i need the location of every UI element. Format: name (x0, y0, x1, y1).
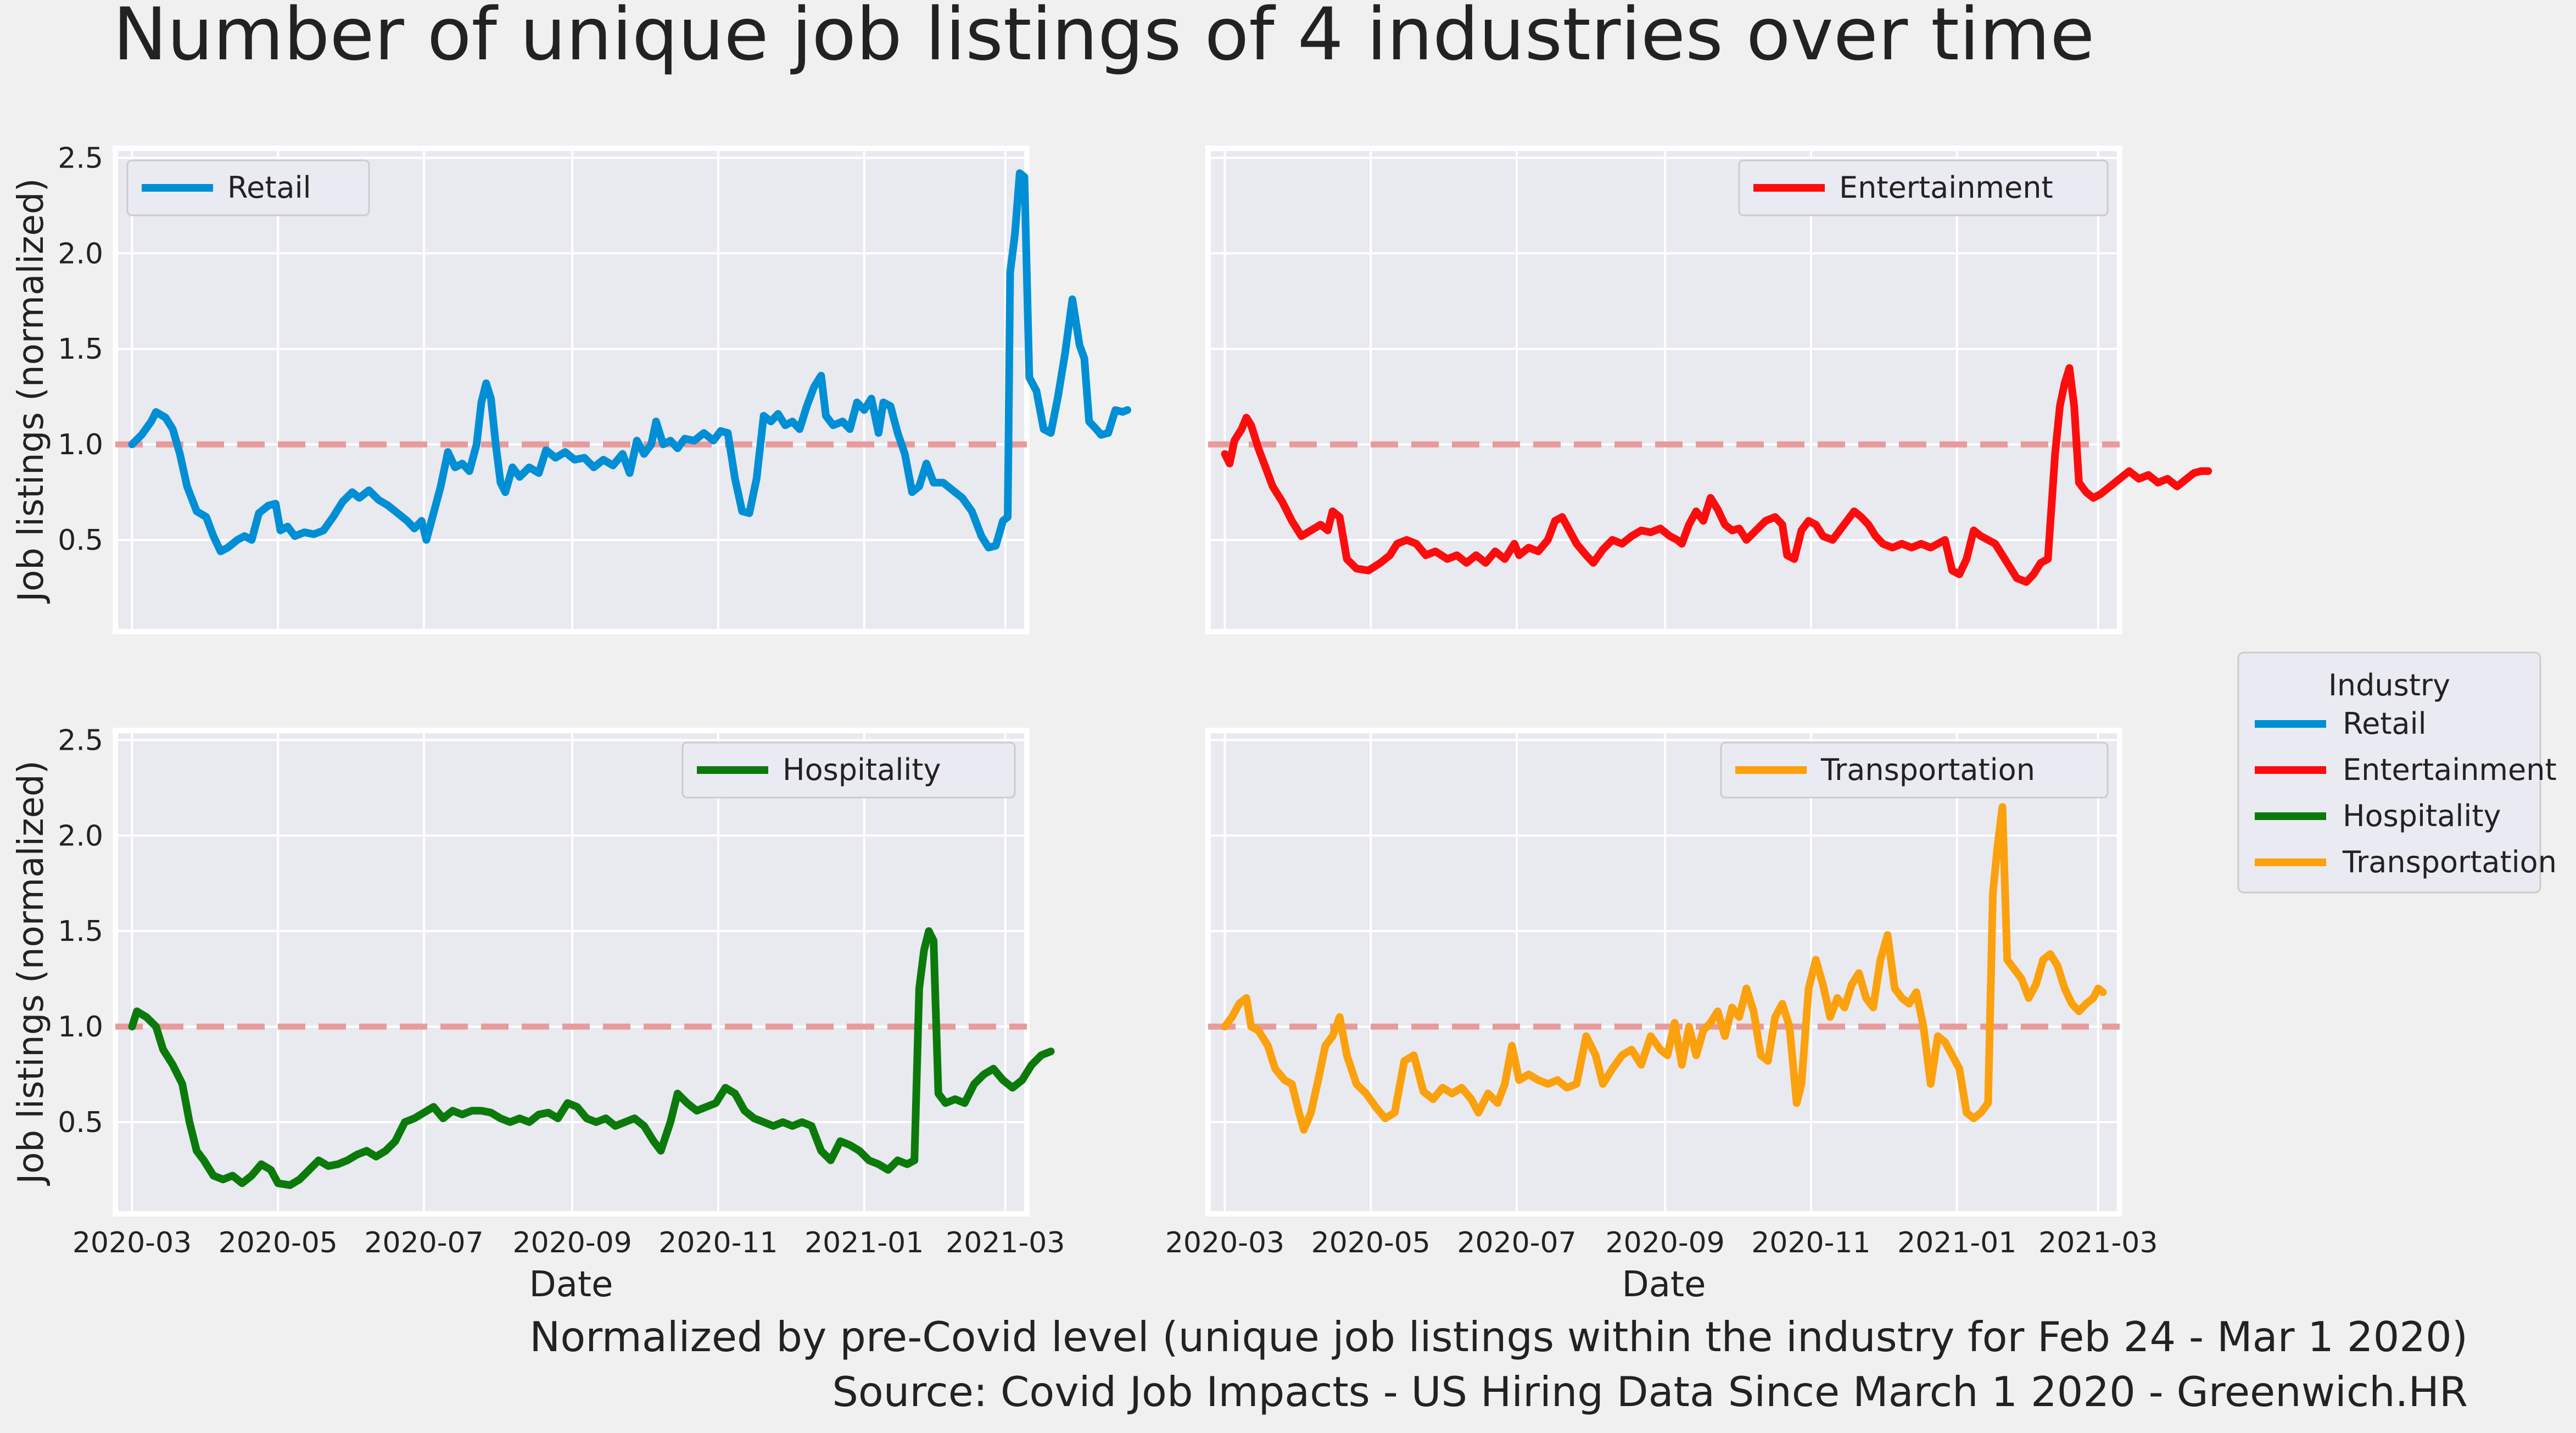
legend-label: Hospitality (783, 752, 941, 787)
y-tick-label: 2.0 (58, 819, 103, 852)
figure-legend-title: Industry (2328, 668, 2450, 702)
panel-legend-retail: Retail (126, 159, 370, 216)
panel-transportation: 2020-03 2020-05 2020-07 2020-09 2020-11 2021-… (1165, 728, 2158, 1305)
x-axis-label: Date (529, 1264, 613, 1305)
figure-legend-label: Hospitality (2343, 799, 2501, 833)
x-tick-label: 2020-11 (1751, 1226, 1870, 1259)
footnote-line-1: Normalized by pre-Covid level (unique jo… (529, 1313, 2468, 1361)
y-axis-label: Job listings (normalized) (11, 760, 52, 1186)
legend-box (1738, 159, 2109, 216)
plot-area (1205, 728, 2122, 1217)
x-tick-label: 2021-03 (946, 1226, 1065, 1259)
legend-label: Retail (227, 170, 311, 205)
y-tick-label: 2.0 (58, 237, 103, 270)
y-axis-label: Job listings (normalized) (11, 178, 52, 604)
series-line-transportation (1221, 803, 2107, 1134)
x-tick-label: 2021-03 (2038, 1226, 2158, 1259)
x-tick-label: 2021-01 (804, 1226, 924, 1259)
x-tick-label: 2020-07 (364, 1226, 483, 1259)
y-tick-label: 2.5 (58, 724, 103, 757)
legend-box (126, 159, 370, 216)
x-tick-label: 2020-09 (513, 1226, 632, 1259)
figure-legend: Industry Retail Entertainment Hospitality Tr… (2237, 651, 2557, 894)
y-tick-label: 1.0 (58, 1011, 103, 1044)
figure-legend-label: Entertainment (2343, 752, 2557, 787)
figure-legend-label: Retail (2343, 706, 2427, 741)
x-axis-label: Date (1622, 1264, 1706, 1305)
plot-area (113, 728, 1030, 1217)
x-tick-label: 2020-05 (219, 1226, 338, 1259)
y-tick-label: 1.5 (58, 333, 103, 366)
plot-area (113, 146, 1030, 634)
legend-box (681, 741, 1016, 799)
x-tick-label: 2020-11 (658, 1226, 778, 1259)
x-tick-label: 2021-01 (1897, 1226, 2016, 1259)
y-tick-label: 0.5 (58, 524, 103, 557)
figure-legend-label: Transportation (2342, 845, 2557, 879)
panel-legend-transportation: Transportation (1720, 741, 2109, 799)
panel-entertainment: Entertainment (1205, 146, 2212, 634)
series-line-hospitality (128, 927, 1055, 1189)
y-tick-label: 2.5 (58, 142, 103, 175)
x-tick-label: 2020-03 (1165, 1226, 1284, 1259)
footnote-line-2: Source: Covid Job Impacts - US Hiring Da… (832, 1368, 2468, 1416)
x-tick-label: 2020-05 (1311, 1226, 1431, 1259)
legend-label: Entertainment (1839, 170, 2053, 205)
legend-label: Transportation (1820, 752, 2035, 787)
figure-legend-box (2237, 651, 2541, 894)
x-tick-label: 2020-03 (72, 1226, 192, 1259)
x-tick-label: 2020-07 (1457, 1226, 1576, 1259)
series-line-entertainment (1221, 364, 2212, 586)
y-tick-label: 1.0 (58, 428, 103, 461)
series-line-retail (128, 169, 1131, 555)
y-tick-label: 0.5 (58, 1106, 103, 1139)
x-tick-label: 2020-09 (1606, 1226, 1725, 1259)
chart-title: Number of unique job listings of 4 indus… (113, 0, 2095, 77)
panel-legend-hospitality: Hospitality (681, 741, 1016, 799)
legend-box (1720, 741, 2109, 799)
y-tick-label: 1.5 (58, 915, 103, 948)
panel-legend-entertainment: Entertainment (1738, 159, 2109, 216)
